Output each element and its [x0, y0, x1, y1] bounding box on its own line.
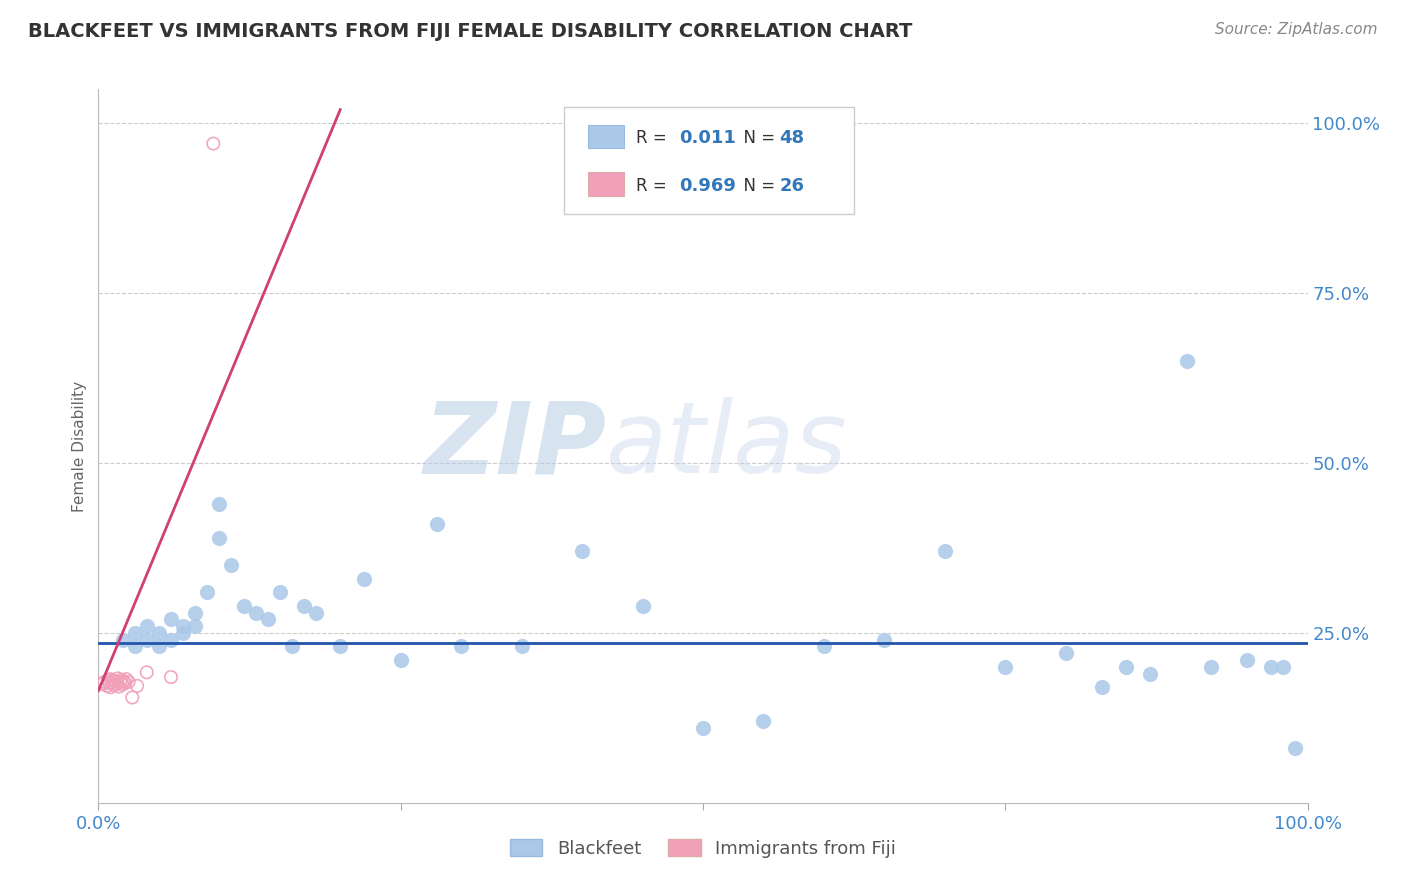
FancyBboxPatch shape [564, 107, 855, 214]
Point [281, 640, 304, 654]
Point [127, 679, 149, 693]
Point [329, 640, 352, 654]
Point [101, 673, 124, 688]
Point [112, 674, 135, 689]
Point [160, 632, 183, 647]
Point [100, 672, 122, 686]
Point [97, 673, 120, 688]
Point [208, 531, 231, 545]
Point [121, 690, 143, 705]
Point [172, 619, 194, 633]
Point [105, 677, 128, 691]
Point [160, 612, 183, 626]
Point [510, 640, 533, 654]
Text: ZIP: ZIP [423, 398, 606, 494]
Point [118, 674, 141, 689]
Point [135, 665, 157, 680]
Point [148, 626, 170, 640]
Text: 0.969: 0.969 [679, 177, 735, 194]
Point [108, 674, 131, 689]
Point [1115, 660, 1137, 674]
Point [450, 640, 472, 654]
Point [111, 677, 134, 691]
Point [994, 660, 1017, 674]
Point [245, 606, 267, 620]
Point [135, 619, 157, 633]
Text: Source: ZipAtlas.com: Source: ZipAtlas.com [1215, 22, 1378, 37]
Y-axis label: Female Disability: Female Disability [72, 380, 87, 512]
Point [1284, 741, 1306, 756]
Point [631, 599, 654, 613]
FancyBboxPatch shape [588, 125, 624, 148]
Point [202, 136, 225, 151]
Text: N =: N = [734, 128, 780, 146]
Legend: Blackfeet, Immigrants from Fiji: Blackfeet, Immigrants from Fiji [503, 832, 903, 865]
Point [692, 721, 714, 735]
Point [305, 606, 328, 620]
Point [1175, 354, 1198, 368]
Point [934, 544, 956, 558]
Point [426, 517, 449, 532]
Point [104, 674, 127, 689]
Text: atlas: atlas [606, 398, 848, 494]
FancyBboxPatch shape [588, 172, 624, 195]
Point [873, 632, 896, 647]
Point [571, 544, 593, 558]
Point [232, 599, 254, 613]
Point [1236, 653, 1258, 667]
Text: BLACKFEET VS IMMIGRANTS FROM FIJI FEMALE DISABILITY CORRELATION CHART: BLACKFEET VS IMMIGRANTS FROM FIJI FEMALE… [28, 22, 912, 41]
Point [353, 572, 375, 586]
Point [813, 640, 835, 654]
Point [292, 599, 315, 613]
Point [100, 675, 122, 690]
Point [752, 714, 775, 729]
Point [135, 632, 157, 647]
Point [115, 672, 138, 686]
Text: 0.011: 0.011 [679, 128, 735, 146]
Point [160, 670, 183, 684]
Point [93, 674, 115, 689]
Text: 48: 48 [779, 128, 804, 146]
Text: R =: R = [637, 177, 672, 194]
Point [103, 678, 125, 692]
Point [184, 606, 207, 620]
Point [1139, 666, 1161, 681]
Point [96, 679, 118, 693]
Point [172, 626, 194, 640]
Point [1272, 660, 1295, 674]
Point [107, 672, 129, 686]
Point [1091, 680, 1114, 694]
Point [1260, 660, 1282, 674]
Point [111, 632, 134, 647]
Point [98, 676, 121, 690]
Text: N =: N = [734, 177, 780, 194]
Point [124, 640, 146, 654]
Point [1054, 646, 1077, 660]
Text: 26: 26 [779, 177, 804, 194]
Point [110, 673, 132, 687]
Point [184, 619, 207, 633]
Point [114, 676, 136, 690]
Point [221, 558, 243, 572]
Point [208, 497, 231, 511]
Point [1199, 660, 1222, 674]
Text: R =: R = [637, 128, 672, 146]
Point [195, 585, 218, 599]
Point [389, 653, 412, 667]
Point [108, 680, 131, 694]
Point [91, 677, 114, 691]
Point [269, 585, 291, 599]
Point [100, 680, 122, 694]
Point [148, 640, 170, 654]
Point [124, 626, 146, 640]
Point [256, 612, 278, 626]
